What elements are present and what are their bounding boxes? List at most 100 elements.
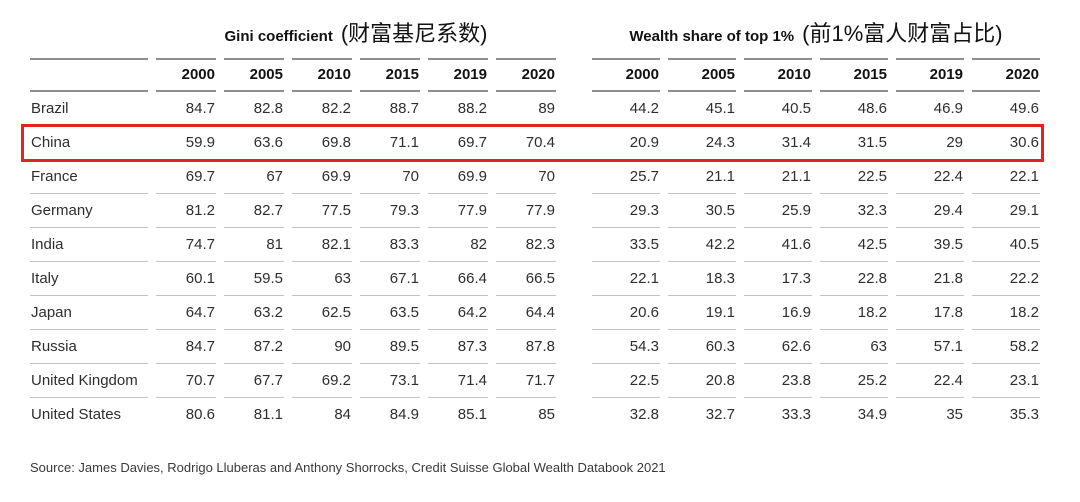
wealth-value-cell: 18.3 (668, 262, 736, 296)
table-row: Russia 84.7 87.2 90 89.5 87.3 87.8 54.3 60.3 62.6… (30, 330, 1040, 364)
wealth-value-cell: 31.5 (820, 126, 888, 160)
wealth-value-cell: 21.1 (668, 160, 736, 194)
gini-value-cell: 64.4 (496, 296, 556, 330)
wealth-value-cell: 18.2 (972, 296, 1040, 330)
table-row: China 59.9 63.6 69.8 71.1 69.7 70.4 20.9 24.3 31.… (21, 124, 1044, 162)
wealth-value-cell: 22.1 (972, 160, 1040, 194)
gini-value-cell: 82.1 (292, 228, 352, 262)
country-cell: France (30, 160, 148, 194)
wealth-value-cell: 23.8 (744, 364, 812, 398)
gini-value-cell: 81.2 (156, 194, 216, 228)
wealth-value-cell: 22.2 (972, 262, 1040, 296)
gini-value-cell: 81 (224, 228, 284, 262)
gini-value-cell: 66.5 (496, 262, 556, 296)
wealth-value-cell: 17.3 (744, 262, 812, 296)
table-row: Brazil 84.7 82.8 82.2 88.7 88.2 89 44.2 45.1 40.5… (30, 92, 1040, 126)
gini-value-cell: 84.7 (156, 92, 216, 126)
column-gap-spacer (564, 262, 584, 296)
gini-value-cell: 63.6 (224, 126, 284, 160)
table-row: India 74.7 81 82.1 83.3 82 82.3 33.5 42.2 41.6 42.… (30, 228, 1040, 262)
gini-value-cell: 82.2 (292, 92, 352, 126)
wealth-value-cell: 30.6 (972, 126, 1040, 160)
gini-value-cell: 84 (334, 406, 351, 423)
gini-value-cell: 89 (496, 92, 556, 126)
country-cell: Germany (30, 194, 148, 228)
gini-value-cell: 62.5 (292, 296, 352, 330)
wealth-value-cell: 18.2 (820, 296, 888, 330)
gini-value-cell: 70.7 (156, 364, 216, 398)
gini-group-header: Gini coefficient (财富基尼系数) (156, 16, 556, 48)
gini-value-cell: 71.7 (496, 364, 556, 398)
gini-value-cell: 71.4 (428, 364, 488, 398)
wealth-value-cell: 35.3 (1009, 406, 1039, 423)
gini-value-cell: 71.1 (360, 126, 420, 160)
wealth-value-cell: 40.5 (972, 228, 1040, 262)
gini-value-cell: 85 (538, 406, 555, 423)
wealth-year-header-cell: 2019 (896, 58, 964, 92)
wealth-value-cell: 25.9 (744, 194, 812, 228)
wealth-value-cell: 33.3 (781, 406, 811, 423)
wealth-year-header-cell: 2010 (744, 58, 812, 92)
wealth-value-cell: 60.3 (668, 330, 736, 364)
gini-year-header-cell: 2019 (428, 58, 488, 92)
column-gap-spacer (564, 364, 584, 398)
column-gap-spacer (564, 58, 584, 92)
gini-value-cell: 67.1 (360, 262, 420, 296)
gini-value-cell: 70.4 (496, 126, 556, 160)
column-gap-spacer (564, 330, 584, 364)
gini-value-cell: 82.7 (224, 194, 284, 228)
gini-value-cell: 82.3 (496, 228, 556, 262)
column-gap-spacer (564, 398, 584, 431)
gini-value-cell: 64.2 (428, 296, 488, 330)
data-table: Gini coefficient (财富基尼系数) Wealth share o… (21, 16, 1044, 431)
gini-value-cell: 88.2 (428, 92, 488, 126)
gini-value-cell: 81.1 (253, 406, 283, 423)
gini-header-zh: (财富基尼系数) (340, 21, 488, 46)
wealth-value-cell: 41.6 (744, 228, 812, 262)
wealth-value-cell: 22.5 (820, 160, 888, 194)
gini-value-cell: 69.9 (292, 160, 352, 194)
column-gap-spacer (564, 296, 584, 330)
gini-value-cell: 83.3 (360, 228, 420, 262)
wealth-value-cell: 22.1 (592, 262, 660, 296)
wealth-value-cell: 40.5 (744, 92, 812, 126)
gini-value-cell: 63.5 (360, 296, 420, 330)
gini-value-cell: 64.7 (156, 296, 216, 330)
gini-value-cell: 80.6 (185, 406, 215, 423)
wealth-value-cell: 23.1 (972, 364, 1040, 398)
wealth-value-cell: 46.9 (896, 92, 964, 126)
group-header-row: Gini coefficient (财富基尼系数) Wealth share o… (30, 16, 1040, 48)
wealth-value-cell: 29.3 (592, 194, 660, 228)
wealth-value-cell: 21.8 (896, 262, 964, 296)
gini-year-header-cell: 2005 (224, 58, 284, 92)
gini-value-cell: 87.3 (428, 330, 488, 364)
gini-value-cell: 63.2 (224, 296, 284, 330)
table-row: United Kingdom 70.7 67.7 69.2 73.1 71.4 71.7 22… (30, 364, 1040, 398)
table-row: Germany 81.2 82.7 77.5 79.3 77.9 77.9 29.3 30.5 2… (30, 194, 1040, 228)
gini-value-cell: 69.9 (428, 160, 488, 194)
gini-value-cell: 69.2 (292, 364, 352, 398)
gini-value-cell: 82.8 (224, 92, 284, 126)
wealth-value-cell: 45.1 (668, 92, 736, 126)
gini-value-cell: 66.4 (428, 262, 488, 296)
wealth-value-cell: 29 (896, 126, 964, 160)
gini-value-cell: 85.1 (457, 406, 487, 423)
wealth-value-cell: 25.7 (592, 160, 660, 194)
wealth-value-cell: 54.3 (592, 330, 660, 364)
country-cell: Brazil (30, 92, 148, 126)
country-cell: China (30, 126, 148, 160)
gini-value-cell: 69.8 (292, 126, 352, 160)
wealth-value-cell: 35 (946, 406, 963, 423)
gini-value-cell: 90 (292, 330, 352, 364)
country-cell: United States (31, 406, 122, 423)
wealth-value-cell: 24.3 (668, 126, 736, 160)
wealth-value-cell: 32.7 (705, 406, 735, 423)
gini-value-cell: 74.7 (156, 228, 216, 262)
gini-value-cell: 73.1 (360, 364, 420, 398)
table-row: Italy 60.1 59.5 63 67.1 66.4 66.5 22.1 18.3 17.3 2… (30, 262, 1040, 296)
column-gap-spacer (564, 194, 584, 228)
gini-header-en: Gini coefficient (224, 28, 333, 45)
country-cell: Italy (30, 262, 148, 296)
gini-value-cell: 77.5 (292, 194, 352, 228)
wealth-value-cell: 20.8 (668, 364, 736, 398)
